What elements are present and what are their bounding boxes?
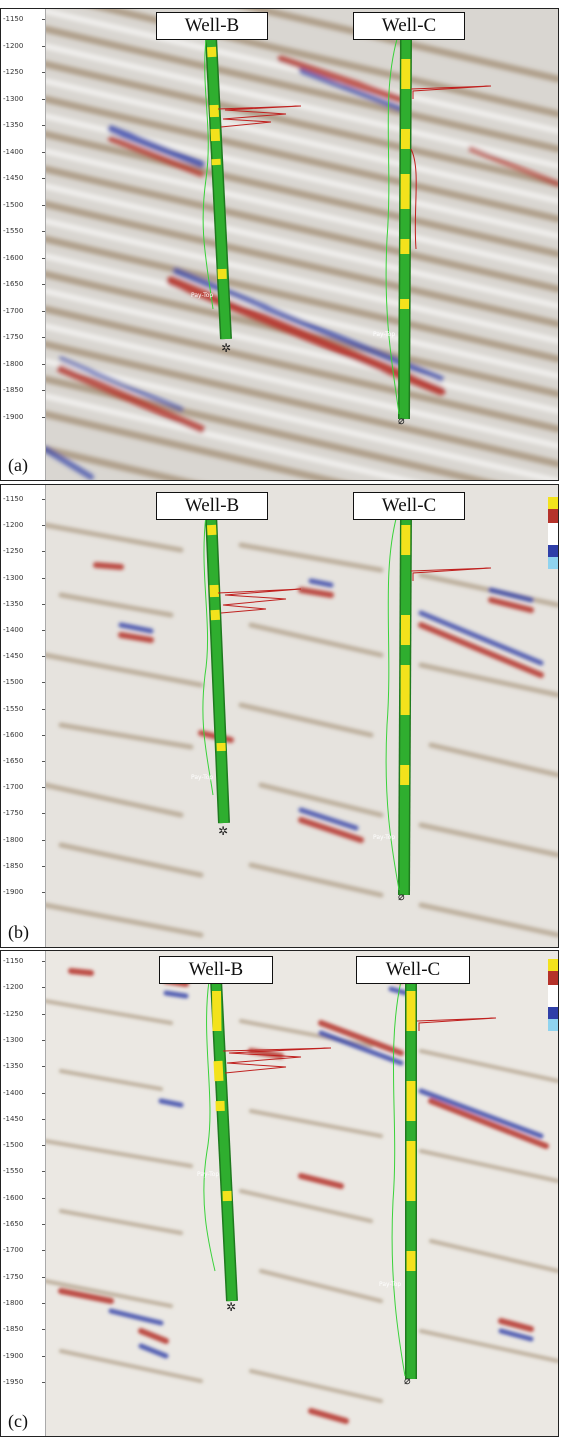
depth-tick-label: -1800 [3, 360, 45, 368]
depth-tick-label: -1900 [3, 413, 45, 421]
panel-letter-c: (c) [2, 1408, 34, 1434]
depth-tick-label: -1300 [3, 95, 45, 103]
depth-tick-label: -1350 [3, 1062, 45, 1070]
pay-top-marker-b-a: Pay-Top [191, 292, 214, 299]
depth-tick-label: -1400 [3, 1089, 45, 1097]
depth-tick-label: -1450 [3, 652, 45, 660]
well-b-track-c: ✲ [203, 978, 332, 1314]
color-scale-bar-b [548, 497, 558, 569]
depth-tick-label: -1250 [3, 547, 45, 555]
depth-tick-label: -1650 [3, 757, 45, 765]
depth-axis-c: -1150 -1200 -1250 -1300 -1350 -1400 -1450 -1500… [1, 951, 46, 1436]
seismic-section-a: ✲ ⌀ [1, 9, 558, 480]
depth-tick-label: -1500 [3, 1141, 45, 1149]
depth-tick-label: -1150 [3, 957, 45, 965]
well-b-label-a: Well-B [156, 12, 268, 40]
svg-text:⌀: ⌀ [398, 890, 405, 903]
seismic-panel-c: ✲ ⌀ -1150 -1200 -1250 -1300 -1350 -1400 -1450-… [0, 950, 559, 1437]
pay-top-marker-b-b: Pay-Top [191, 774, 214, 781]
depth-tick-label: -1750 [3, 809, 45, 817]
depth-tick-label: -1900 [3, 1352, 45, 1360]
panel-letter-b: (b) [2, 919, 35, 945]
well-c-track-a: ⌀ [385, 36, 492, 427]
depth-tick-label: -1700 [3, 307, 45, 315]
well-b-label-b: Well-B [156, 492, 268, 520]
depth-tick-label: -1400 [3, 148, 45, 156]
depth-tick-label: -1300 [3, 1036, 45, 1044]
pay-top-marker-c-c: Pay-Top [379, 1281, 402, 1288]
pay-top-marker-c-b: Pay-Top [373, 834, 396, 841]
depth-tick-label: -1850 [3, 862, 45, 870]
depth-axis-b: -1150 -1200 -1250 -1300 -1350 -1400 -1450 -1500… [1, 485, 46, 947]
depth-tick-label: -1300 [3, 574, 45, 582]
depth-tick-label: -1650 [3, 1220, 45, 1228]
depth-tick-label: -1150 [3, 15, 45, 23]
depth-tick-label: -1400 [3, 626, 45, 634]
well-c-label-a: Well-C [353, 12, 465, 40]
svg-text:✲: ✲ [218, 824, 228, 838]
depth-tick-label: -1800 [3, 1299, 45, 1307]
panel-letter-a: (a) [2, 452, 34, 478]
depth-tick-label: -1750 [3, 333, 45, 341]
seismic-section-c: ✲ ⌀ [1, 951, 558, 1436]
svg-text:⌀: ⌀ [398, 414, 405, 427]
well-c-track-c: ⌀ [391, 979, 497, 1387]
depth-tick-label: -1800 [3, 836, 45, 844]
depth-tick-label: -1150 [3, 495, 45, 503]
seismic-panel-a: ✲ ⌀ -1150 -1200 -1250 -1300 -1350 -1400 -1450-… [0, 8, 559, 481]
depth-tick-label: -1500 [3, 201, 45, 209]
depth-tick-label: -1450 [3, 1115, 45, 1123]
well-c-label-b: Well-C [353, 492, 465, 520]
depth-tick-label: -1700 [3, 1246, 45, 1254]
depth-tick-label: -1350 [3, 600, 45, 608]
depth-tick-label: -1900 [3, 888, 45, 896]
well-b-track-b: ✲ [202, 512, 302, 838]
svg-text:✲: ✲ [226, 1300, 236, 1314]
pay-top-marker-c-a: Pay-Top [373, 331, 396, 338]
depth-tick-label: -1600 [3, 1194, 45, 1202]
well-b-track-a: ✲ [202, 36, 302, 355]
depth-tick-label: -1500 [3, 678, 45, 686]
depth-tick-label: -1250 [3, 68, 45, 76]
color-scale-bar-c [548, 959, 558, 1031]
depth-tick-label: -1850 [3, 386, 45, 394]
depth-tick-label: -1200 [3, 42, 45, 50]
depth-tick-label: -1550 [3, 1167, 45, 1175]
depth-tick-label: -1550 [3, 705, 45, 713]
depth-tick-label: -1200 [3, 521, 45, 529]
svg-text:⌀: ⌀ [404, 1374, 411, 1387]
depth-tick-label: -1250 [3, 1010, 45, 1018]
depth-axis-a: -1150 -1200 -1250 -1300 -1350 -1400 -1450 -1500… [1, 9, 46, 480]
depth-tick-label: -1650 [3, 280, 45, 288]
well-b-label-c: Well-B [159, 956, 273, 984]
depth-tick-label: -1950 [3, 1378, 45, 1386]
depth-tick-label: -1200 [3, 983, 45, 991]
well-c-label-c: Well-C [356, 956, 470, 984]
svg-text:✲: ✲ [221, 341, 231, 355]
pay-top-marker-b-c: Pay-Top [197, 1171, 220, 1178]
seismic-section-b: ✲ ⌀ [1, 485, 558, 947]
depth-tick-label: -1550 [3, 227, 45, 235]
depth-tick-label: -1600 [3, 731, 45, 739]
depth-tick-label: -1350 [3, 121, 45, 129]
depth-tick-label: -1600 [3, 254, 45, 262]
seismic-panel-b: ✲ ⌀ -1150 -1200 -1250 -1300 -1350 -1400 -1450-… [0, 484, 559, 948]
depth-tick-label: -1850 [3, 1325, 45, 1333]
depth-tick-label: -1700 [3, 783, 45, 791]
depth-tick-label: -1450 [3, 174, 45, 182]
depth-tick-label: -1750 [3, 1273, 45, 1281]
well-c-track-b: ⌀ [385, 512, 492, 903]
